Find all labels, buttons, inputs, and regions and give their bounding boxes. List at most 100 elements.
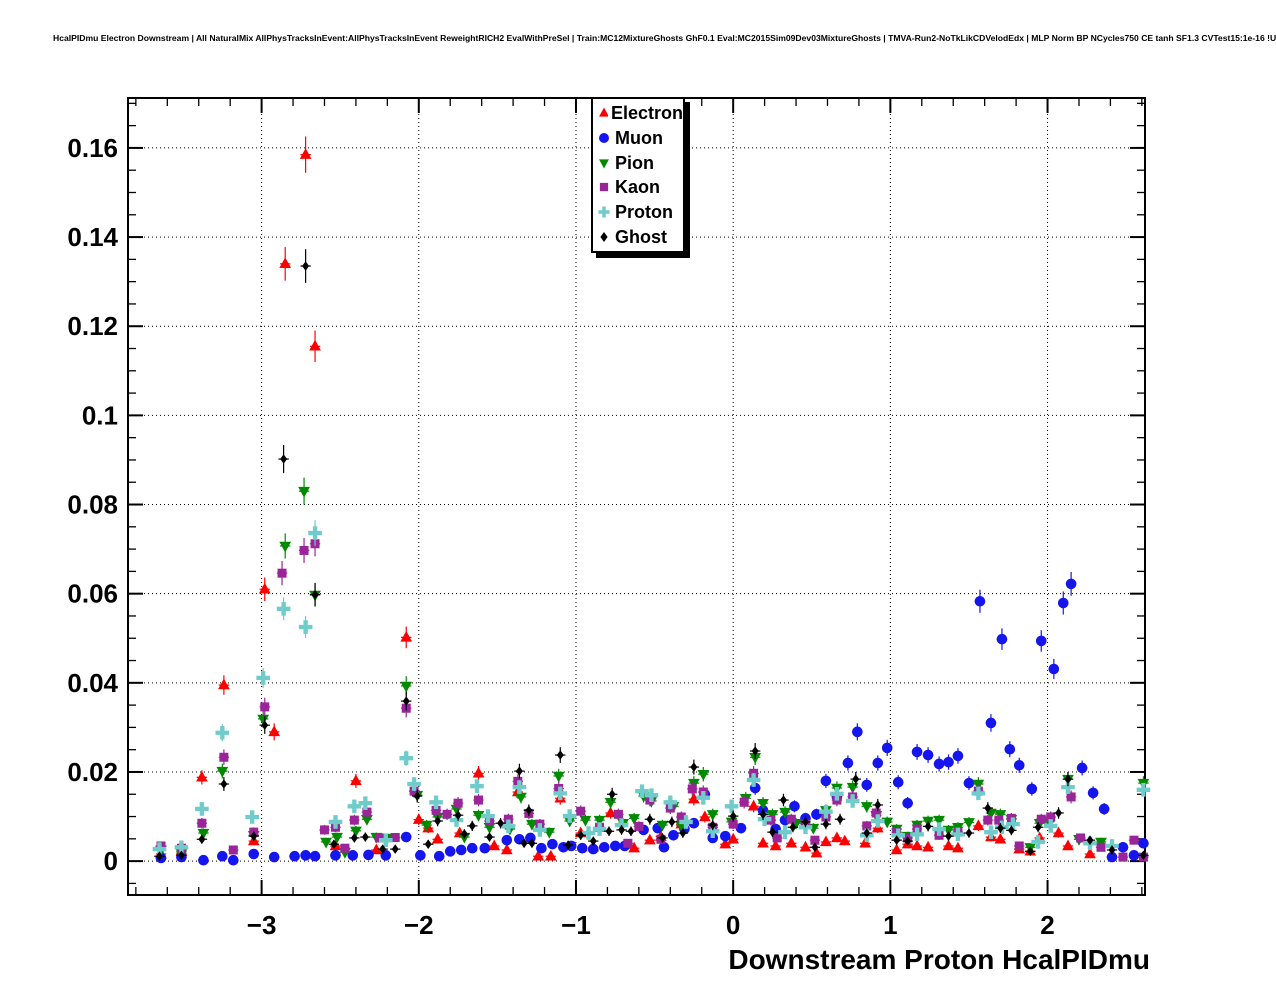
data-point-marker bbox=[719, 837, 732, 849]
legend-label: Ghost bbox=[615, 226, 667, 247]
data-point-marker bbox=[779, 807, 791, 819]
data-point-marker bbox=[985, 717, 997, 729]
data-point-marker bbox=[751, 746, 759, 756]
data-point-marker bbox=[350, 826, 362, 838]
data-point-marker bbox=[402, 696, 410, 706]
data-point-marker bbox=[258, 582, 271, 594]
data-point-marker bbox=[1046, 812, 1056, 822]
data-point-marker bbox=[747, 799, 760, 811]
legend-marker bbox=[600, 231, 608, 242]
data-point-marker bbox=[1026, 846, 1034, 857]
data-point-marker bbox=[810, 835, 820, 845]
data-point-marker bbox=[690, 762, 698, 772]
data-point-marker bbox=[1087, 787, 1099, 799]
data-point-marker bbox=[525, 805, 533, 816]
data-point-marker bbox=[532, 849, 545, 861]
data-point-marker bbox=[951, 827, 965, 842]
data-point-marker bbox=[994, 832, 1007, 844]
data-point-marker bbox=[248, 848, 260, 860]
legend-item-ghost: Ghost bbox=[596, 225, 683, 249]
data-point-marker bbox=[830, 787, 844, 801]
data-point-marker bbox=[870, 814, 885, 828]
legend-label: Kaon bbox=[615, 177, 660, 198]
data-point-marker bbox=[155, 851, 163, 862]
data-point-marker bbox=[838, 834, 851, 846]
data-point-marker bbox=[922, 840, 934, 852]
legend-marker bbox=[599, 107, 608, 117]
data-point-marker bbox=[644, 788, 659, 802]
data-point-marker bbox=[1055, 808, 1063, 818]
x-tick-label: −2 bbox=[404, 910, 434, 940]
data-point-marker bbox=[1136, 783, 1151, 797]
data-point-marker bbox=[358, 796, 373, 810]
data-point-marker bbox=[881, 742, 893, 754]
data-point-marker bbox=[952, 841, 964, 853]
data-point-marker bbox=[311, 589, 319, 600]
data-point-marker bbox=[479, 842, 491, 854]
data-point-marker bbox=[429, 795, 443, 810]
data-point-marker bbox=[453, 798, 463, 808]
data-point-marker bbox=[468, 821, 476, 831]
data-point-marker bbox=[391, 844, 399, 854]
data-point-marker bbox=[174, 840, 189, 855]
data-point-marker bbox=[1057, 597, 1069, 609]
data-point-marker bbox=[564, 840, 572, 850]
data-point-marker bbox=[483, 823, 496, 834]
data-point-marker bbox=[1026, 783, 1038, 795]
data-point-marker bbox=[497, 818, 504, 829]
data-point-marker bbox=[994, 810, 1007, 821]
data-point-marker bbox=[798, 820, 813, 835]
data-point-marker bbox=[922, 749, 934, 761]
data-point-marker bbox=[699, 810, 711, 822]
data-point-marker bbox=[256, 671, 270, 685]
data-point-marker bbox=[952, 750, 964, 762]
data-point-marker bbox=[576, 842, 588, 854]
data-point-marker bbox=[328, 815, 343, 829]
data-point-marker bbox=[696, 791, 711, 805]
data-point-marker bbox=[363, 849, 374, 861]
data-point-marker bbox=[845, 794, 860, 808]
data-point-marker bbox=[746, 773, 761, 787]
y-tick-label: 0.08 bbox=[67, 490, 118, 520]
data-point-marker bbox=[890, 843, 903, 855]
data-point-marker bbox=[481, 809, 495, 823]
data-point-marker bbox=[785, 836, 798, 848]
data-point-marker bbox=[1007, 825, 1015, 836]
data-point-marker bbox=[904, 836, 912, 846]
data-point-marker bbox=[769, 827, 776, 837]
data-point-marker bbox=[780, 795, 787, 805]
data-point-marker bbox=[219, 752, 229, 762]
data-point-marker bbox=[668, 817, 676, 827]
data-point-marker bbox=[852, 774, 860, 784]
data-point-marker bbox=[757, 812, 772, 827]
data-point-marker bbox=[1004, 743, 1016, 755]
data-point-marker bbox=[1096, 842, 1106, 852]
data-point-marker bbox=[1129, 835, 1139, 845]
data-point-marker bbox=[217, 850, 228, 862]
data-point-marker bbox=[983, 815, 993, 825]
data-point-marker bbox=[1013, 759, 1025, 771]
x-tick-label: −3 bbox=[247, 910, 277, 940]
data-point-marker bbox=[1108, 845, 1116, 855]
data-point-marker bbox=[963, 818, 975, 829]
legend-marker bbox=[599, 132, 609, 143]
data-point-marker bbox=[474, 795, 484, 805]
legend-marker bbox=[598, 206, 610, 218]
data-point-marker bbox=[706, 810, 719, 821]
data-point-marker bbox=[431, 832, 444, 844]
data-point-marker bbox=[195, 802, 209, 816]
y-tick-label: 0.04 bbox=[67, 668, 118, 698]
data-point-marker bbox=[300, 850, 311, 861]
data-point-marker bbox=[413, 791, 421, 801]
data-point-marker bbox=[220, 779, 228, 789]
data-point-marker bbox=[1084, 847, 1096, 859]
data-point-marker bbox=[433, 850, 445, 862]
data-point-marker bbox=[778, 825, 792, 839]
data-point-marker bbox=[943, 756, 954, 768]
data-point-marker bbox=[627, 826, 635, 837]
y-tick-label: 0.16 bbox=[67, 133, 118, 163]
plot-title: HcalPIDmu Electron Downstream | All Natu… bbox=[53, 33, 1276, 43]
data-point-marker bbox=[822, 819, 830, 829]
data-point-marker bbox=[996, 823, 1004, 833]
